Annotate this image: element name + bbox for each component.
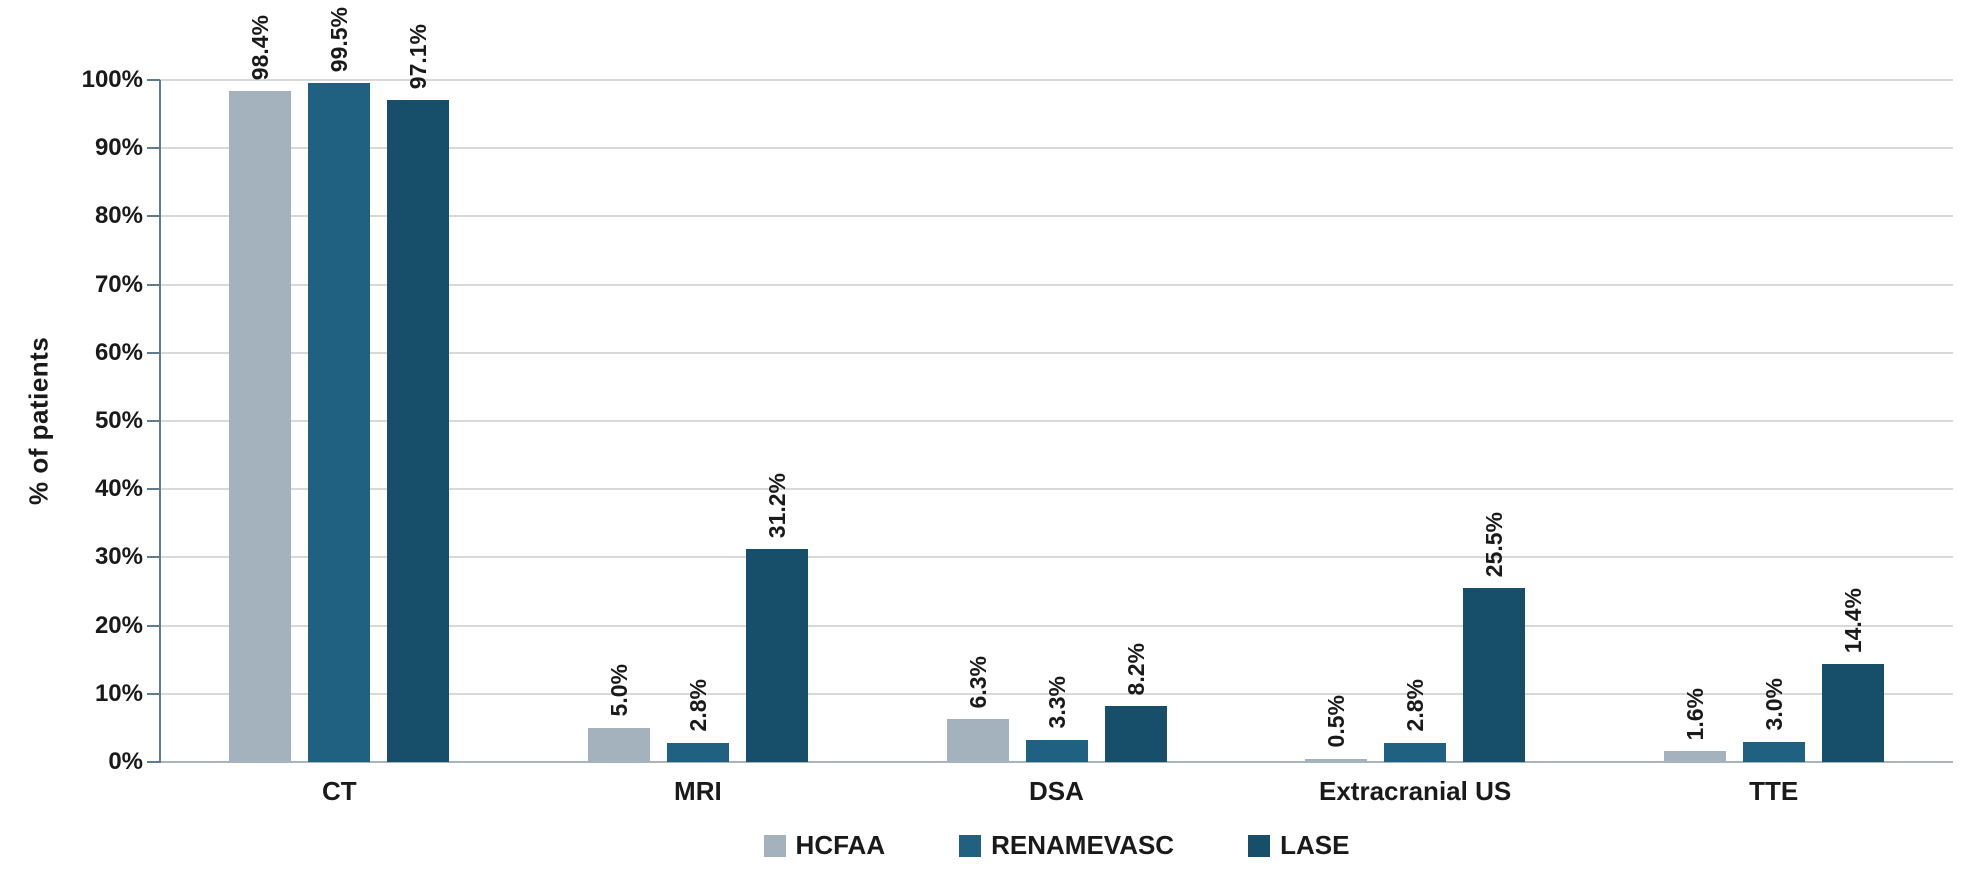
y-tick-label: 10% [94,679,143,707]
legend-item-lase: LASE [1248,830,1349,861]
bar-data-label: 97.1% [405,23,432,89]
bar-lase-ct [387,99,450,762]
bar-data-label: 25.5% [1481,511,1508,578]
y-tick-label: 90% [94,134,143,162]
bar-renamevasc-tte [1742,741,1805,762]
y-tick-label: 30% [94,543,143,571]
bar-data-label: 6.3% [964,655,991,709]
y-tick-label: 70% [94,270,143,298]
legend-item-renamevasc: RENAMEVASC [959,830,1174,861]
bar-lase-mri [745,549,808,762]
bar-data-label: 3.0% [1760,678,1787,731]
gridline [160,351,1953,354]
bar-data-label: 31.2% [763,473,790,539]
gridline [160,283,1953,286]
bar-renamevasc-extracranial-us [1384,742,1447,762]
y-tick-label: 40% [94,475,143,503]
bar-hcfaa-tte [1663,751,1726,762]
bar-data-label: 0.5% [1323,695,1350,748]
y-tick-label: 50% [94,407,143,434]
bar-data-label: 8.2% [1122,642,1149,696]
category-label: DSA [1029,776,1084,806]
y-axis-tick [147,624,160,627]
legend-swatch-icon [959,834,982,857]
gridline [160,420,1953,422]
bar-data-label: 14.4% [1839,587,1866,653]
y-axis-tick [147,761,160,763]
y-axis-tick [147,488,160,491]
y-tick-label: 100% [81,66,143,93]
y-tick-label: 20% [94,611,143,639]
y-axis-tick [147,556,160,559]
legend-swatch-icon [763,834,786,857]
y-tick-label: 0% [108,748,143,775]
bar-data-label: 2.8% [684,679,711,732]
bar-lase-extracranial-us [1463,588,1526,762]
legend-item-hcfaa: HCFAA [763,830,886,861]
legend-label: RENAMEVASC [991,830,1175,860]
legend-swatch-icon [1248,834,1271,857]
bar-hcfaa-ct [229,90,292,762]
y-axis-tick [147,79,160,81]
bar-renamevasc-ct [308,83,371,762]
bar-lase-tte [1821,663,1884,762]
bar-lase-dsa [1104,706,1167,762]
y-tick-label: 80% [94,202,143,230]
legend-label: HCFAA [795,830,886,860]
y-axis-tick [147,147,160,150]
bar-data-label: 3.3% [1043,676,1070,729]
y-axis-tick [147,420,160,422]
category-label: TTE [1749,776,1799,806]
bar-data-label: 5.0% [605,664,632,717]
bar-renamevasc-dsa [1025,739,1088,762]
category-label: Extracranial US [1318,776,1512,806]
gridline [160,488,1953,491]
bar-data-label: 1.6% [1681,687,1708,741]
y-axis-tick [147,215,160,218]
legend: HCFAA RENAMEVASC LASE [160,830,1953,861]
y-axis-tick [147,692,160,695]
gridline [160,692,1953,695]
legend-label: LASE [1280,830,1350,860]
gridline [160,215,1953,218]
bar-hcfaa-mri [587,727,650,762]
bar-data-label: 2.8% [1402,679,1429,732]
category-label: CT [321,776,357,806]
bar-renamevasc-mri [666,742,729,762]
gridline [160,556,1953,559]
bar-data-label: 98.4% [247,14,274,80]
y-axis-tick [147,283,160,286]
bar-hcfaa-dsa [946,719,1009,762]
gridline [160,79,1953,81]
category-label: MRI [674,776,722,806]
y-tick-label: 60% [94,338,143,366]
gridline [160,147,1953,150]
bar-data-label: 99.5% [326,7,353,73]
x-axis-line [160,761,1953,763]
bar-hcfaa-extracranial-us [1305,758,1368,762]
gridline [160,624,1953,627]
y-axis-tick [147,351,160,354]
y-axis-line [159,80,161,763]
